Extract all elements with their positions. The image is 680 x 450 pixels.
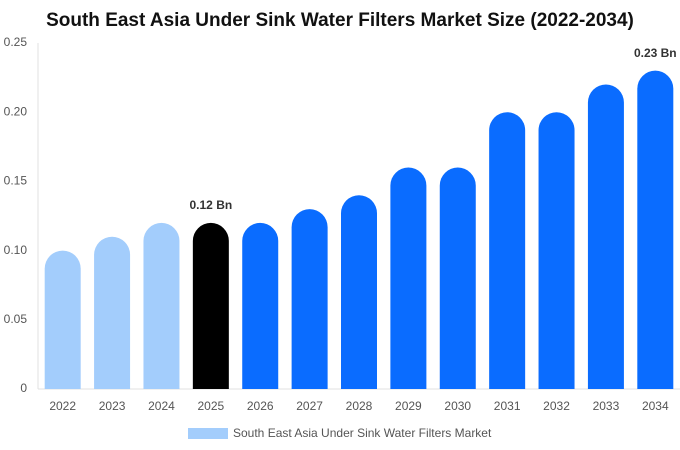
x-tick-label: 2028 (346, 399, 373, 413)
x-tick-label: 2027 (296, 399, 323, 413)
x-tick-label: 2026 (247, 399, 274, 413)
x-tick-label: 2032 (543, 399, 570, 413)
bar (637, 70, 674, 390)
bar (587, 84, 624, 390)
y-tick-label: 0.20 (4, 104, 28, 118)
y-tick-label: 0.25 (4, 35, 28, 49)
bar (143, 222, 180, 389)
bar (341, 195, 377, 389)
x-tick-label: 2031 (494, 399, 521, 413)
y-tick-label: 0 (20, 381, 27, 395)
bar (242, 222, 279, 389)
bar (439, 167, 476, 389)
legend-label: South East Asia Under Sink Water Filters… (233, 426, 492, 440)
bar (538, 112, 575, 389)
x-tick-label: 2023 (99, 399, 126, 413)
x-tick-label: 2022 (49, 399, 76, 413)
x-tick-label: 2030 (444, 399, 471, 413)
value-label: 0.23 Bn (634, 46, 677, 60)
y-tick-label: 0.15 (4, 174, 28, 188)
bar (192, 222, 229, 389)
bar (44, 250, 81, 389)
x-tick-label: 2033 (593, 399, 620, 413)
legend-swatch (188, 428, 228, 439)
y-tick-label: 0.10 (4, 243, 28, 257)
x-tick-label: 2034 (642, 399, 669, 413)
y-tick-label: 0.05 (4, 312, 28, 326)
bar (291, 209, 328, 389)
x-tick-label: 2029 (395, 399, 422, 413)
value-label: 0.12 Bn (190, 198, 233, 212)
x-tick-label: 2024 (148, 399, 175, 413)
chart-title: South East Asia Under Sink Water Filters… (46, 10, 634, 31)
bar (390, 167, 427, 389)
bar (94, 236, 131, 389)
x-tick-label: 2025 (197, 399, 224, 413)
bar (489, 112, 526, 389)
